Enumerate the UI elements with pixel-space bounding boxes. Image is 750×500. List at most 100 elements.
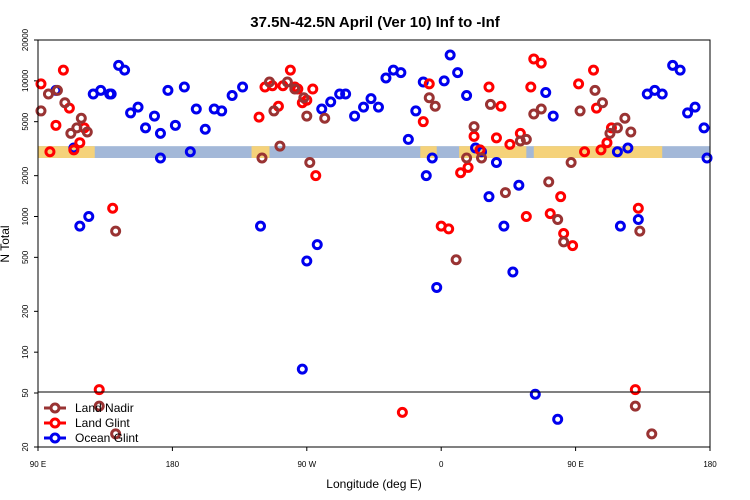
y-tick-label: 2000 (21, 166, 30, 184)
y-axis-title: N Total (0, 225, 12, 262)
point-ocean-glint (452, 67, 464, 79)
point-land-glint (93, 384, 105, 396)
point-ocean-glint (105, 88, 117, 100)
point-ocean-glint (461, 89, 473, 101)
y-tick-label: 1000 (21, 207, 30, 225)
point-land-glint (455, 167, 467, 179)
point-land-glint (68, 144, 80, 156)
point-land-glint (591, 102, 603, 114)
point-ocean-glint (349, 110, 361, 122)
point-ocean-glint (431, 281, 443, 293)
point-land-glint (44, 146, 56, 158)
point-ocean-glint (632, 214, 644, 226)
point-land-nadir (552, 214, 564, 226)
point-land-nadir (110, 225, 122, 237)
strip-land (459, 146, 527, 158)
point-land-glint (417, 116, 429, 128)
point-land-nadir (646, 428, 658, 440)
point-ocean-glint (614, 220, 626, 232)
point-ocean-glint (178, 81, 190, 93)
point-land-nadir (629, 400, 641, 412)
point-land-nadir (42, 88, 54, 100)
point-ocean-glint (529, 388, 541, 400)
point-land-nadir (468, 121, 480, 133)
point-ocean-glint (119, 64, 131, 76)
point-land-nadir (93, 400, 105, 412)
point-ocean-glint (513, 179, 525, 191)
point-land-nadir (619, 112, 631, 124)
point-land-nadir (520, 133, 532, 145)
point-ocean-glint (334, 88, 346, 100)
point-land-nadir (35, 105, 47, 117)
point-land-glint (57, 64, 69, 76)
x-tick-label: 180 (166, 460, 180, 469)
point-ocean-glint (358, 101, 370, 113)
point-ocean-glint (311, 239, 323, 251)
point-land-nadir (268, 105, 280, 117)
legend-marker-land-glint (49, 417, 61, 429)
point-ocean-glint (622, 142, 634, 154)
point-ocean-glint (380, 72, 392, 84)
point-ocean-glint (140, 122, 152, 134)
legend-label-land-glint: Land Glint (75, 416, 130, 430)
point-land-nadir (484, 98, 496, 110)
point-land-nadir (75, 112, 87, 124)
y-axis-ticks: 20 50 100 200 500 1000 2000 5000 10000 20000 (21, 28, 38, 451)
point-land-nadir (304, 157, 316, 169)
strip-land (251, 146, 270, 158)
point-ocean-glint (125, 107, 137, 119)
point-ocean-glint (438, 75, 450, 87)
y-tick-label: 20000 (21, 28, 30, 51)
point-land-nadir (625, 126, 637, 138)
point-ocean-glint (316, 103, 328, 115)
point-land-nadir (71, 122, 83, 134)
point-ocean-glint (340, 88, 352, 100)
plot-area-frame (37, 39, 711, 448)
point-land-nadir (281, 76, 293, 88)
point-ocean-glint (255, 220, 267, 232)
point-land-glint (588, 64, 600, 76)
legend-marker-land-nadir (49, 402, 61, 414)
point-land-nadir (81, 126, 93, 138)
point-land-nadir (256, 152, 268, 164)
point-land-nadir (596, 97, 608, 109)
point-ocean-glint (674, 64, 686, 76)
point-ocean-glint (95, 84, 107, 96)
point-land-glint (74, 137, 86, 149)
point-land-nadir (289, 83, 301, 95)
y-tick-label: 500 (21, 250, 30, 264)
point-land-nadir (65, 127, 77, 139)
point-ocean-glint (169, 119, 181, 131)
point-land-glint (567, 240, 579, 252)
legend-marker-ocean-glint (49, 432, 61, 444)
point-land-glint (310, 170, 322, 182)
point-land-glint (601, 137, 613, 149)
point-ocean-glint (184, 146, 196, 158)
point-land-glint (595, 144, 607, 156)
x-axis-ticks: 90 E 180 90 W 0 90 E 180 (30, 447, 717, 469)
point-ocean-glint (226, 89, 238, 101)
point-land-glint (307, 83, 319, 95)
x-tick-label: 90 E (30, 460, 46, 469)
point-land-nadir (558, 236, 570, 248)
point-ocean-glint (682, 107, 694, 119)
legend-label-land-nadir: Land Nadir (75, 401, 134, 415)
point-ocean-glint (402, 133, 414, 145)
point-land-glint (253, 111, 265, 123)
y-tick-label: 20 (21, 442, 30, 451)
point-land-nadir (604, 127, 616, 139)
point-land-nadir (535, 103, 547, 115)
x-tick-label: 180 (703, 460, 717, 469)
point-land-nadir (514, 135, 526, 147)
point-ocean-glint (701, 152, 713, 164)
point-land-glint (558, 227, 570, 239)
x-axis-title: Longitude (deg E) (326, 477, 421, 491)
point-land-nadir (423, 92, 435, 104)
point-land-nadir (298, 92, 310, 104)
point-ocean-glint (199, 123, 211, 135)
y-tick-label: 100 (21, 345, 30, 359)
y-tick-label: 10000 (21, 69, 30, 92)
point-land-glint (462, 161, 474, 173)
